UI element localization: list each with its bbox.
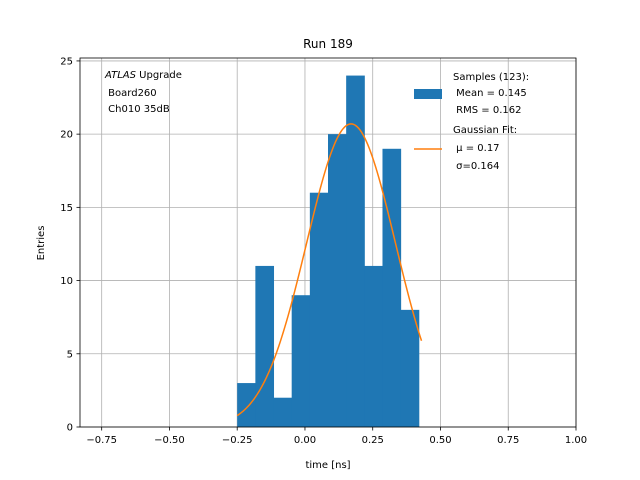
legend: Samples (123): Mean = 0.145 RMS = 0.162 … xyxy=(414,72,529,172)
histogram-bar xyxy=(255,265,275,427)
histogram-bar xyxy=(400,309,420,427)
annotation-line-board: Board260 xyxy=(105,88,157,99)
histogram-bar xyxy=(382,148,402,428)
x-tick-label: 0.75 xyxy=(497,435,519,446)
x-tick-label: 1.00 xyxy=(565,435,587,446)
x-tick-label: 0.50 xyxy=(429,435,451,446)
histogram-bar xyxy=(237,383,256,427)
histogram-bar xyxy=(346,75,365,428)
histogram-bars xyxy=(237,75,420,428)
x-axis-ticks: −0.75 −0.50 −0.25 0.00 0.25 0.50 0.75 1.00 xyxy=(86,427,587,446)
y-tick-label: 0 xyxy=(67,423,73,434)
histogram-bar xyxy=(364,265,383,427)
x-tick-label: 0.00 xyxy=(294,435,316,446)
gaussian-fit xyxy=(236,123,423,417)
x-tick-label: −0.50 xyxy=(154,435,185,446)
histogram-bar xyxy=(291,295,311,427)
y-tick-label: 10 xyxy=(60,276,73,287)
legend-fit-line-3: σ=0.164 xyxy=(453,161,500,172)
x-axis-label: time [ns] xyxy=(305,460,350,471)
annotation-line-channel: Ch010 35dB xyxy=(105,104,170,115)
gaussian-fit-line xyxy=(236,123,423,417)
chart-title: Run 189 xyxy=(303,37,353,51)
histogram-bar xyxy=(309,192,329,427)
legend-histogram-swatch xyxy=(414,89,442,99)
legend-fit-line-1: Gaussian Fit: xyxy=(453,125,517,136)
histogram-bar xyxy=(273,397,293,427)
annotation-line-atlas: ATLAS Upgrade xyxy=(104,70,182,81)
y-axis-label: Entries xyxy=(36,226,47,261)
y-axis-ticks: 0 5 10 15 20 25 xyxy=(60,56,80,434)
annotation-atlas-italic: ATLAS xyxy=(104,70,137,81)
annotation-upgrade: Upgrade xyxy=(136,70,182,81)
legend-histogram-line-3: RMS = 0.162 xyxy=(453,105,521,116)
legend-histogram-line-1: Samples (123): xyxy=(453,72,529,83)
annotation: ATLAS Upgrade Board260 Ch010 35dB xyxy=(104,70,182,115)
y-tick-label: 15 xyxy=(60,203,73,214)
x-tick-label: −0.75 xyxy=(86,435,117,446)
legend-histogram-line-2: Mean = 0.145 xyxy=(453,88,527,99)
x-tick-label: 0.25 xyxy=(362,435,384,446)
x-tick-label: −0.25 xyxy=(222,435,253,446)
plot-frame xyxy=(79,57,577,428)
y-tick-label: 5 xyxy=(67,349,73,360)
histogram-bar xyxy=(328,134,347,427)
legend-fit-line-2: μ = 0.17 xyxy=(453,143,500,154)
y-tick-label: 25 xyxy=(60,56,73,67)
y-tick-label: 20 xyxy=(60,130,73,141)
